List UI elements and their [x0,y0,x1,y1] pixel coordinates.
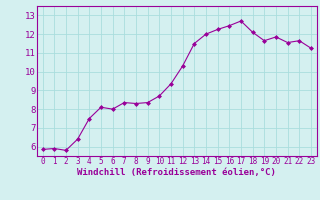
X-axis label: Windchill (Refroidissement éolien,°C): Windchill (Refroidissement éolien,°C) [77,168,276,177]
